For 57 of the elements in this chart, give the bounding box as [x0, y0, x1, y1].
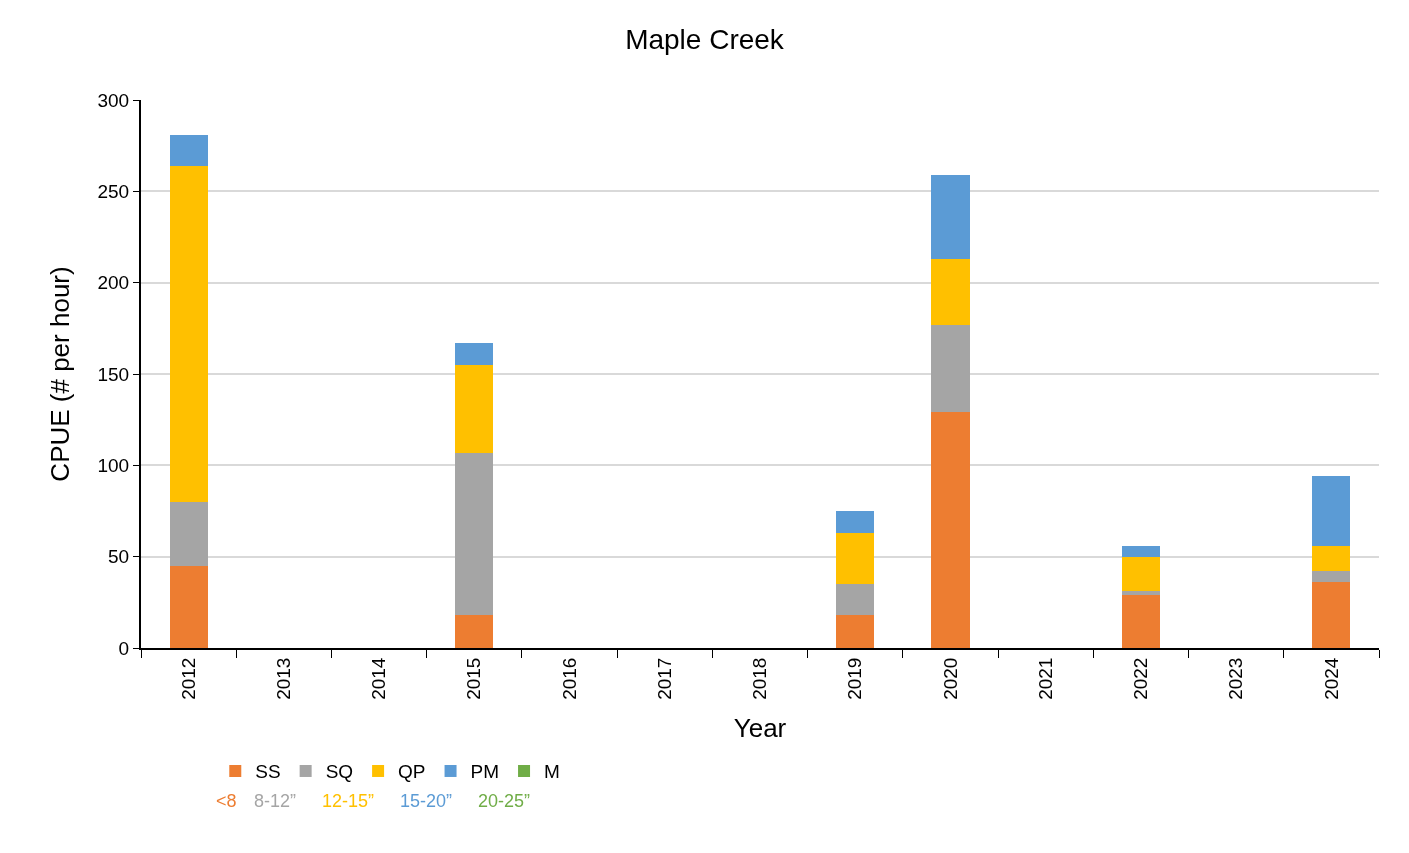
x-tick-label: 2020 [939, 657, 961, 700]
bar [1312, 571, 1351, 583]
bar [455, 615, 494, 648]
y-axis-title: CPUE (# per hour) [45, 266, 76, 482]
legend-label: QP [398, 761, 426, 783]
bar [1312, 545, 1351, 572]
legend-label: PM [470, 761, 500, 783]
bar [455, 452, 494, 616]
bar [1121, 545, 1160, 557]
bar [455, 342, 494, 365]
x-tick-label: 2024 [1320, 657, 1342, 700]
bar [836, 584, 875, 616]
x-tick-label: 2016 [558, 657, 580, 700]
text: 20-25” [478, 791, 531, 811]
bar [836, 615, 875, 648]
bar [169, 134, 208, 166]
y-tick-label: 150 [97, 363, 130, 385]
bar [836, 532, 875, 585]
y-tick-label: 50 [108, 546, 130, 568]
bar [1121, 595, 1160, 648]
text: 8-12” [254, 791, 297, 811]
bar [169, 165, 208, 502]
bar [1121, 591, 1160, 596]
text: <8 [216, 791, 237, 811]
x-axis-title: Year [733, 713, 787, 744]
y-tick-label: 200 [97, 272, 130, 294]
x-tick-label: 2022 [1130, 657, 1152, 700]
bar [169, 565, 208, 648]
bar [1121, 556, 1160, 592]
x-tick-label: 2019 [844, 657, 866, 700]
legend-label: M [544, 761, 560, 783]
text: 12-15” [322, 791, 375, 811]
x-tick-label: 2014 [368, 657, 390, 700]
x-tick-label: 2012 [177, 657, 199, 700]
x-tick-label: 2015 [463, 657, 485, 700]
x-tick-label: 2023 [1225, 657, 1247, 700]
bar [931, 258, 970, 325]
bar [931, 412, 970, 648]
bar [931, 174, 970, 259]
y-tick-label: 250 [97, 180, 130, 202]
bar [931, 324, 970, 413]
chart-title: Maple Creek [625, 24, 785, 56]
text: 15-20” [400, 791, 453, 811]
x-tick-label: 2018 [749, 657, 771, 700]
y-tick-label: 300 [97, 89, 130, 111]
x-tick-label: 2021 [1034, 657, 1056, 700]
bar [169, 501, 208, 566]
bar [455, 364, 494, 453]
bar [1312, 582, 1351, 648]
bar [1312, 476, 1351, 546]
y-tick-label: 0 [118, 637, 130, 659]
y-tick-label: 100 [97, 454, 130, 476]
bar [836, 511, 875, 533]
x-tick-label: 2017 [653, 657, 675, 700]
x-tick-label: 2013 [273, 657, 295, 700]
legend-label: SS [255, 761, 281, 783]
legend-label: SQ [325, 761, 354, 783]
